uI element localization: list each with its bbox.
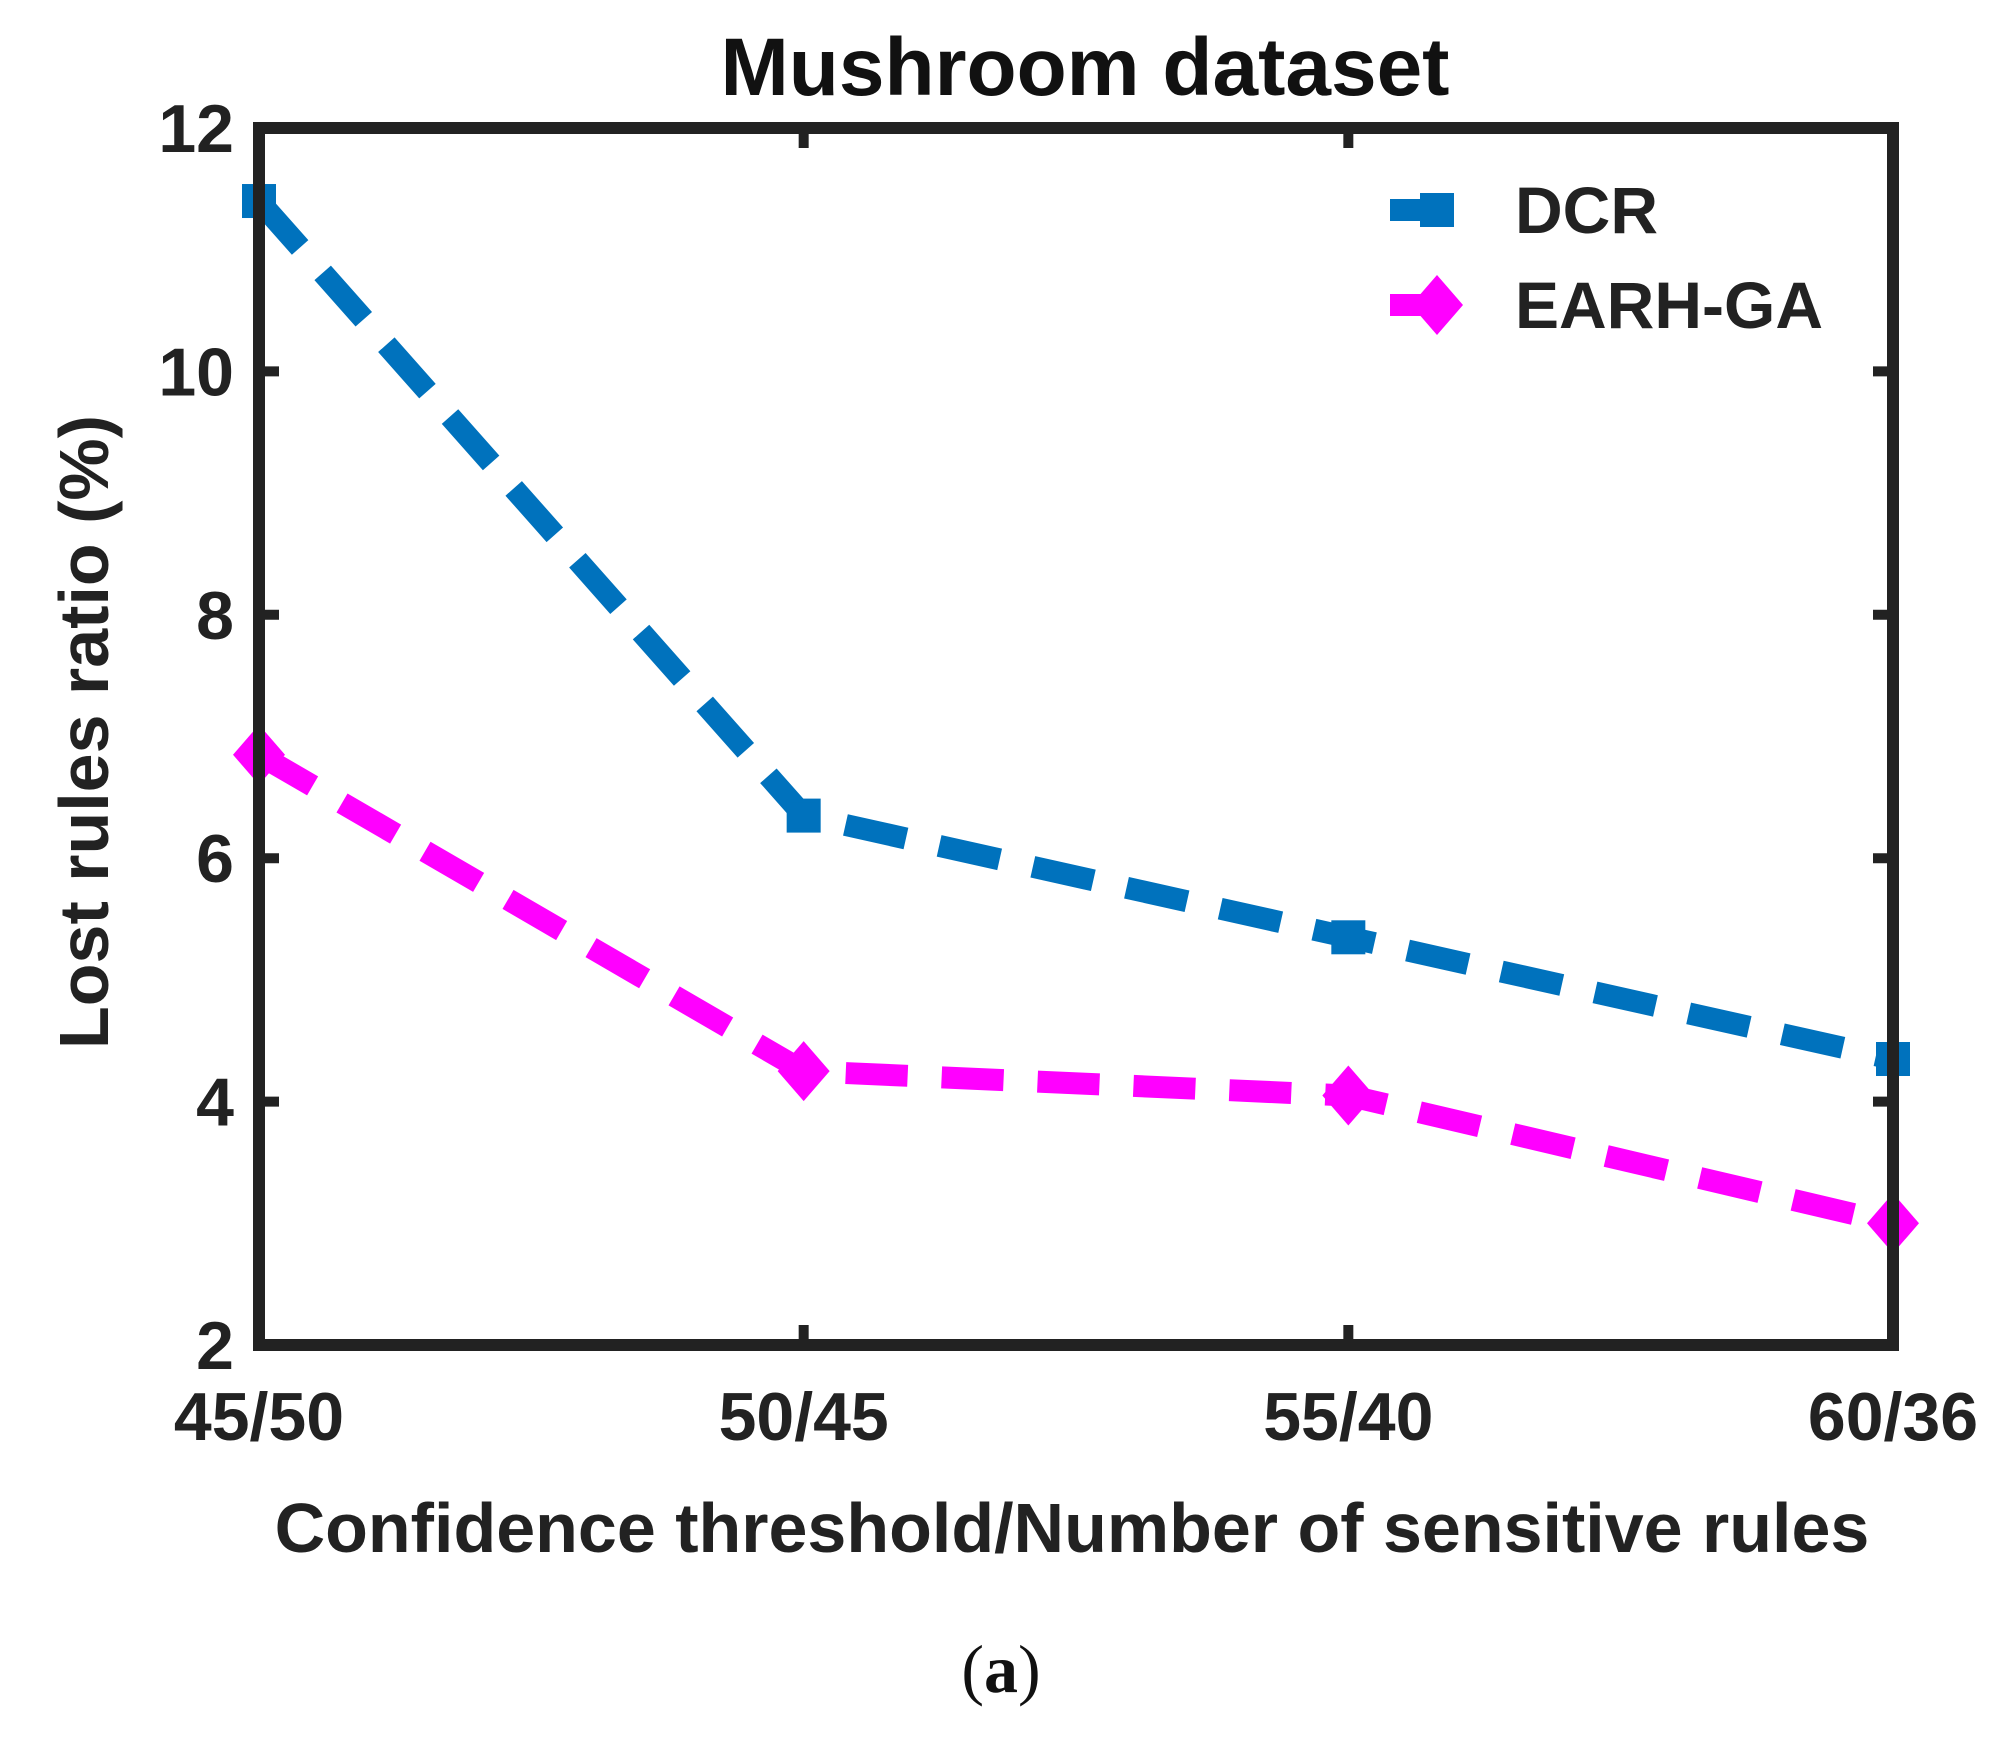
figure-caption: (a) [0,1630,2002,1709]
x-tick-label: 50/45 [719,1379,889,1455]
caption-label: a [984,1631,1018,1707]
data-point-earh-ga [777,1041,830,1102]
y-tick-label: 10 [158,334,234,410]
series-line-dcr [250,193,1896,1070]
y-tick-label: 8 [196,578,234,654]
x-tick-label: 55/40 [1263,1379,1433,1455]
chart-title: Mushroom dataset [721,22,1450,113]
x-tick-label: 45/50 [174,1379,344,1455]
y-tick-label: 2 [196,1308,234,1384]
line-chart: Mushroom dataset Lost rules ratio (%) Co… [45,22,1978,1567]
series-line-earh-ga [253,745,1896,1235]
y-tick-label: 6 [196,821,234,897]
y-tick-label: 12 [158,91,234,167]
y-tick-label: 4 [196,1065,234,1141]
legend-label-earh-ga: EARH-GA [1515,268,1823,342]
x-tick-label: 60/36 [1808,1379,1978,1455]
y-axis-label: Lost rules ratio (%) [45,415,123,1049]
caption-open-paren: ( [961,1631,984,1707]
plot-area-frame [253,122,1899,1351]
caption-close-paren: ) [1018,1631,1041,1707]
data-point-dcr [786,798,821,833]
x-axis-label: Confidence threshold/Number of sensitive… [275,1489,1870,1567]
data-point-earh-ga [1322,1065,1375,1126]
legend-marker-earh-ga [1411,275,1463,335]
legend: DCR EARH-GA [1350,158,1870,348]
data-point-dcr [1331,920,1366,955]
legend-marker-dcr [1420,193,1454,227]
legend-label-dcr: DCR [1515,173,1658,247]
